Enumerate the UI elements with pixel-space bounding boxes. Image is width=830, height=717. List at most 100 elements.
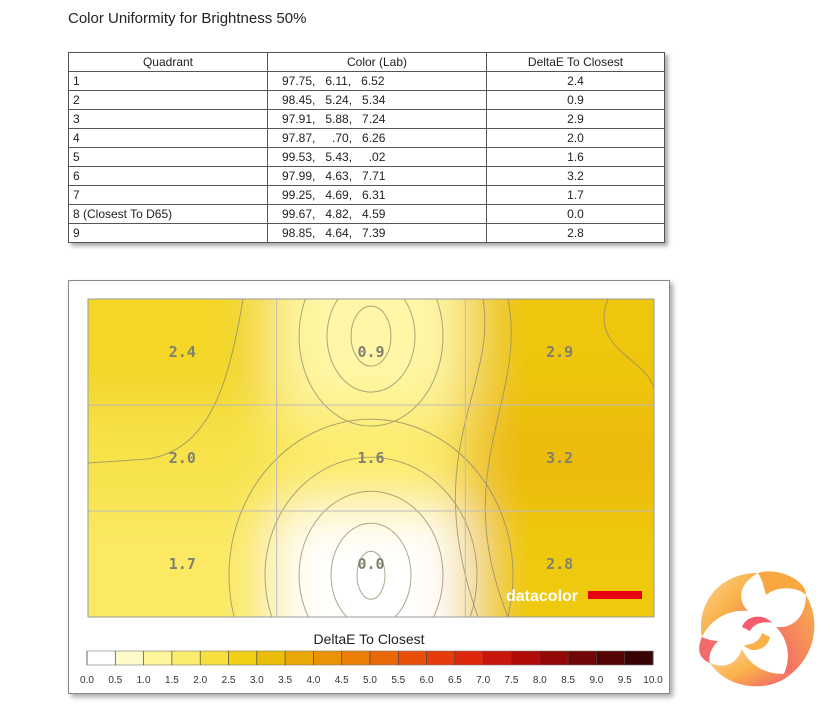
colorbar-segment	[568, 651, 597, 665]
colorbar-tick-label: 6.0	[420, 675, 434, 686]
colorbar-segment	[256, 651, 286, 665]
heatmap-cell	[276, 299, 467, 406]
cell-value-label: 1.7	[169, 555, 196, 573]
deltae-cell: 1.7	[486, 185, 665, 205]
contour-line	[88, 299, 244, 464]
colorbar-segment	[624, 651, 654, 665]
table-row: 1 97.75, 6.11, 6.52 2.4	[68, 71, 665, 91]
deltae-cell: 2.8	[486, 223, 665, 243]
cell-value-label: 0.9	[357, 343, 384, 361]
datacolor-watermark: datacolor	[506, 588, 578, 605]
colorbar-segment	[539, 651, 569, 665]
colorbar-tick-label: 3.5	[278, 675, 292, 686]
colorbar-segment	[200, 651, 229, 665]
contour-line	[484, 299, 512, 617]
colorbar-tick-label: 5.0	[363, 675, 377, 686]
lab-cell: 98.85, 4.64, 7.39	[267, 223, 487, 243]
colorbar-segment	[285, 651, 314, 665]
table-row: 3 97.91, 5.88, 7.24 2.9	[68, 109, 665, 129]
contour-lines	[88, 299, 654, 617]
page-title: Color Uniformity for Brightness 50%	[68, 10, 307, 27]
cell-value-label: 2.4	[169, 343, 196, 361]
colorbar-tick-label: 8.5	[561, 675, 575, 686]
heatmap-color-field	[88, 299, 654, 617]
uniformity-table-wrapper: Quadrant Color (Lab) DeltaE To Closest 1…	[68, 52, 665, 243]
cell-value-label: 0.0	[357, 555, 384, 573]
deltae-cell: 3.2	[486, 166, 665, 186]
contour-line	[356, 550, 386, 600]
quadrant-cell: 5	[68, 147, 268, 167]
colorbar-tick-label: 2.5	[222, 675, 236, 686]
kitguru-logo-icon	[699, 571, 815, 687]
contour-line	[330, 522, 412, 617]
deltae-cell: 2.9	[486, 109, 665, 129]
lab-cell: 99.53, 5.43, .02	[267, 147, 487, 167]
lab-cell: 97.87, .70, 6.26	[267, 128, 487, 148]
deltae-cell: 2.4	[486, 71, 665, 91]
colorbar-segment	[313, 651, 343, 665]
table-header-row: Quadrant Color (Lab) DeltaE To Closest	[68, 52, 665, 72]
table-row: 5 99.53, 5.43, .02 1.6	[68, 147, 665, 167]
quadrant-cell: 3	[68, 109, 268, 129]
table-row: 6 97.99, 4.63, 7.71 3.2	[68, 166, 665, 186]
header-quadrant: Quadrant	[68, 52, 268, 72]
uniformity-heatmap: 2.4 0.9 2.9 2.0 1.6 3.2 1.7 0.0 2.8 datacolor Del…	[80, 298, 663, 686]
colorbar-tick-label: 8.0	[533, 675, 547, 686]
heatmap-value-labels: 2.4 0.9 2.9 2.0 1.6 3.2 1.7 0.0 2.8 datacolor	[169, 343, 642, 605]
deltae-cell: 0.9	[486, 90, 665, 110]
quadrant-cell: 7	[68, 185, 268, 205]
colorbar-segment	[171, 651, 201, 665]
colorbar-tick-label: 0.0	[80, 675, 94, 686]
colorbar: DeltaE To Closest 0.0 0.5 1.0 1.5 2.0 2.5 3.0 3.…	[80, 631, 663, 686]
quadrant-cell: 1	[68, 71, 268, 91]
contour-line	[454, 299, 486, 617]
lab-cell: 97.91, 5.88, 7.24	[267, 109, 487, 129]
colorbar-tick-label: 7.0	[476, 675, 490, 686]
colorbar-tick-label: 4.0	[306, 675, 320, 686]
contour-line	[350, 305, 392, 367]
table-row: 4 97.87, .70, 6.26 2.0	[68, 128, 665, 148]
quadrant-cell: 8 (Closest To D65)	[68, 204, 268, 224]
cell-value-label: 3.2	[546, 449, 573, 467]
heatmap-cell	[276, 405, 467, 512]
colorbar-tick-label: 9.5	[618, 675, 632, 686]
colorbar-tick-label: 4.5	[335, 675, 349, 686]
heatmap-cell	[88, 299, 278, 406]
cell-value-label: 2.9	[546, 343, 573, 361]
colorbar-segment	[370, 651, 399, 665]
colorbar-segment	[341, 651, 371, 665]
heatmap-cell	[88, 511, 278, 617]
contour-line	[326, 299, 416, 393]
colorbar-tick-label: 10.0	[643, 675, 663, 686]
colorbar-tick-label: 9.0	[589, 675, 603, 686]
colorbar-segment	[511, 651, 541, 665]
colorbar-segment	[228, 651, 258, 665]
colorbar-segment	[143, 651, 173, 665]
colorbar-tick-label: 6.5	[448, 675, 462, 686]
colorbar-segment	[454, 651, 484, 665]
uniformity-table: Quadrant Color (Lab) DeltaE To Closest 1…	[68, 52, 665, 243]
lab-cell: 99.67, 4.82, 4.59	[267, 204, 487, 224]
heatmap-cell	[465, 511, 654, 617]
table-row: 8 (Closest To D65) 99.67, 4.82, 4.59 0.0	[68, 204, 665, 224]
header-color-lab: Color (Lab)	[267, 52, 487, 72]
colorbar-tick-label: 7.5	[505, 675, 519, 686]
contour-line	[228, 418, 514, 617]
quadrant-cell: 9	[68, 223, 268, 243]
heatmap-plot-area	[87, 298, 655, 618]
heatmap-cell	[88, 405, 278, 512]
quadrant-cell: 2	[68, 90, 268, 110]
colorbar-title: DeltaE To Closest	[313, 631, 424, 647]
contour-line	[298, 299, 444, 427]
header-deltae: DeltaE To Closest	[486, 52, 665, 72]
colorbar-tick-label: 2.0	[193, 675, 207, 686]
deltae-cell: 2.0	[486, 128, 665, 148]
cell-value-label: 1.6	[357, 449, 384, 467]
contour-line	[298, 490, 444, 617]
contour-line	[603, 299, 654, 390]
cell-value-label: 2.0	[169, 449, 196, 467]
colorbar-segment	[483, 651, 512, 665]
heatmap-grid	[88, 299, 654, 617]
datacolor-watermark-bar	[588, 591, 642, 599]
lab-cell: 99.25, 4.69, 6.31	[267, 185, 487, 205]
